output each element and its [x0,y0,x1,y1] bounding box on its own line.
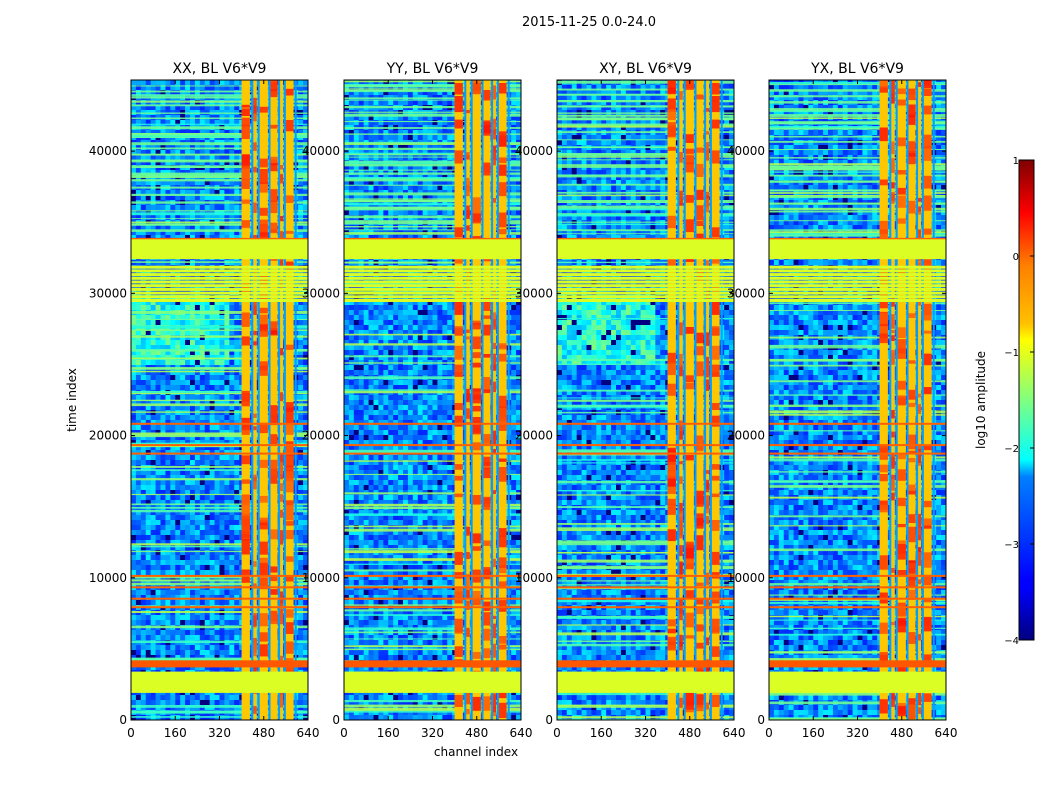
heatmap-image [344,80,521,720]
y-tick-label: 0 [119,713,127,727]
x-tick-label: 320 [634,726,657,740]
y-tick-label: 30000 [515,286,553,300]
x-tick-label: 0 [127,726,135,740]
x-tick-label: 480 [465,726,488,740]
colorbar: log10 amplitude 1 0 −1 −2 −3 −4 [974,156,1035,647]
y-tick-label: 0 [545,713,553,727]
y-tick-label: 20000 [302,429,340,443]
x-tick-label: 480 [252,726,275,740]
x-tick-label: 320 [208,726,231,740]
x-tick-label: 640 [510,726,533,740]
heatmap-image [769,80,946,720]
y-tick-label: 40000 [302,144,340,158]
x-tick-label: 640 [723,726,746,740]
panel-2: YY, BL V6*V9 0 160 320 480 640 0 10000 20000 3000… [302,61,533,740]
heatmap-image [131,80,308,720]
y-tick-label: 10000 [515,571,553,585]
y-tick-label: 10000 [302,571,340,585]
y-tick-label: 20000 [727,429,765,443]
y-tick-label: 0 [332,713,340,727]
y-tick-label: 30000 [302,286,340,300]
x-tick-label: 480 [678,726,701,740]
panel-4: YX, BL V6*V9 0 160 320 480 640 0 10000 20000 3000… [727,61,958,740]
x-tick-label: 320 [421,726,444,740]
y-tick-label: 20000 [515,429,553,443]
colorbar-tick-label: −2 [1004,444,1019,455]
x-tick-label: 0 [765,726,773,740]
panel-title: XY, BL V6*V9 [599,61,692,77]
x-tick-label: 0 [340,726,348,740]
y-tick-label: 10000 [727,571,765,585]
y-axis-label: time index [65,368,79,432]
colorbar-tick-label: 1 [1013,156,1019,167]
panel-title: YX, BL V6*V9 [810,61,904,77]
colorbar-tick-label: 0 [1013,252,1019,263]
colorbar-label: log10 amplitude [974,351,988,449]
x-axis-label: channel index [434,745,518,759]
x-tick-label: 640 [297,726,320,740]
figure-suptitle: 2015-11-25 0.0-24.0 [522,15,656,30]
y-tick-label: 10000 [89,571,127,585]
x-tick-label: 0 [553,726,561,740]
x-tick-label: 160 [802,726,825,740]
y-tick-label: 30000 [89,286,127,300]
panel-3: XY, BL V6*V9 0 160 320 480 640 0 10000 20000 3000… [515,61,746,740]
y-tick-label: 40000 [515,144,553,158]
x-tick-label: 640 [935,726,958,740]
y-tick-label: 0 [757,713,765,727]
y-tick-label: 40000 [89,144,127,158]
panel-1: XX, BL V6*V9 0 160 320 480 640 0 10000 20000 3000… [89,61,320,740]
x-tick-label: 320 [846,726,869,740]
y-tick-label: 40000 [727,144,765,158]
y-tick-label: 20000 [89,429,127,443]
x-tick-label: 480 [890,726,913,740]
x-tick-label: 160 [590,726,613,740]
colorbar-gradient [1018,159,1035,641]
panel-title: YY, BL V6*V9 [386,61,479,77]
panels: XX, BL V6*V9 0 160 320 480 640 0 10000 20000 3000… [89,61,958,740]
heatmap-image [557,80,734,720]
colorbar-tick-label: −1 [1004,348,1019,359]
y-tick-label: 30000 [727,286,765,300]
colorbar-tick-label: −3 [1004,540,1019,551]
x-tick-label: 160 [164,726,187,740]
colorbar-tick-label: −4 [1004,636,1019,647]
panel-title: XX, BL V6*V9 [173,61,267,77]
x-tick-label: 160 [377,726,400,740]
